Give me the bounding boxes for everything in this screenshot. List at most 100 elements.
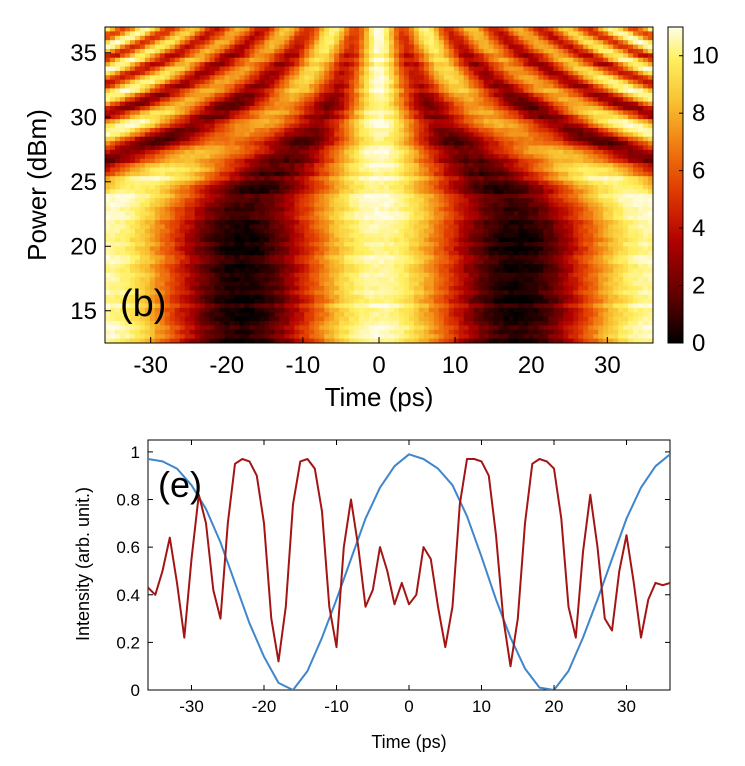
heatmap-cell bbox=[448, 119, 455, 125]
heatmap-cell bbox=[154, 163, 161, 169]
heatmap-cell bbox=[179, 31, 186, 37]
heatmap-cell bbox=[234, 145, 241, 151]
heatmap-cell bbox=[199, 84, 206, 90]
heatmap-cell bbox=[568, 167, 574, 173]
heatmap-cell bbox=[269, 176, 275, 182]
heatmap-cell bbox=[219, 127, 226, 133]
heatmap-cell bbox=[383, 53, 390, 59]
heatmap-cell bbox=[423, 167, 430, 173]
heatmap-cell bbox=[224, 44, 231, 50]
heatmap-cell bbox=[229, 66, 236, 72]
heatmap-cell bbox=[349, 145, 355, 151]
heatmap-cell bbox=[628, 189, 634, 195]
heatmap-cell bbox=[553, 27, 559, 32]
heatmap-cell bbox=[473, 158, 480, 164]
heatmap-cell bbox=[174, 110, 181, 116]
heatmap-cell bbox=[219, 198, 226, 204]
heatmap-cell bbox=[204, 106, 211, 111]
heatmap-cell bbox=[349, 40, 355, 46]
heatmap-cell bbox=[359, 70, 365, 76]
heatmap-cell bbox=[144, 53, 151, 59]
heatmap-cell bbox=[523, 189, 530, 195]
heatmap-cell bbox=[254, 206, 261, 212]
heatmap-cell bbox=[199, 193, 206, 199]
heatmap-cell bbox=[164, 206, 171, 212]
heatmap-cell bbox=[269, 97, 275, 103]
heatmap-cell bbox=[563, 202, 569, 208]
heatmap-cell bbox=[244, 101, 251, 107]
heatmap-cell bbox=[638, 202, 644, 208]
heatmap-cell bbox=[518, 141, 525, 147]
heatmap-cell bbox=[553, 106, 559, 111]
heatmap-cell bbox=[428, 88, 435, 94]
heatmap-cell bbox=[628, 176, 634, 182]
heatmap-cell bbox=[598, 110, 604, 116]
heatmap-cell bbox=[538, 57, 544, 63]
heatmap-cell bbox=[339, 106, 345, 111]
heatmap-cell bbox=[383, 44, 390, 50]
heatmap-cell bbox=[249, 40, 256, 46]
heatmap-cell bbox=[219, 171, 226, 177]
heatmap-cell bbox=[105, 185, 111, 190]
heatmap-cell bbox=[254, 101, 261, 107]
heatmap-cell bbox=[274, 27, 280, 32]
heatmap-cell bbox=[413, 44, 420, 50]
heatmap-cell bbox=[388, 132, 395, 138]
heatmap-cell bbox=[105, 70, 111, 76]
heatmap-cell bbox=[149, 167, 156, 173]
heatmap-cell bbox=[299, 57, 305, 63]
heatmap-cell bbox=[618, 110, 624, 116]
heatmap-cell bbox=[379, 114, 385, 120]
heatmap-cell bbox=[194, 62, 201, 68]
heatmap-cell bbox=[558, 62, 564, 68]
heatmap-cell bbox=[488, 180, 495, 186]
heatmap-cell bbox=[184, 127, 191, 133]
heatmap-cell bbox=[608, 141, 614, 147]
heatmap-cell bbox=[359, 106, 365, 111]
heatmap-cell bbox=[548, 185, 554, 190]
heatmap-cell bbox=[538, 206, 544, 212]
heatmap-cell bbox=[344, 27, 350, 32]
heatmap-cell bbox=[443, 171, 450, 177]
heatmap-cell bbox=[628, 70, 634, 76]
heatmap-cell bbox=[613, 88, 619, 94]
heatmap-cell bbox=[423, 75, 430, 81]
heatmap-cell bbox=[354, 176, 360, 182]
heatmap-cell bbox=[304, 189, 310, 195]
heatmap-cell bbox=[433, 101, 440, 107]
heatmap-cell bbox=[408, 106, 415, 111]
heatmap-cell bbox=[388, 114, 395, 120]
heatmap-cell bbox=[488, 171, 495, 177]
heatmap-cell bbox=[369, 149, 375, 155]
heatmap-cell bbox=[643, 167, 649, 173]
heatmap-cell bbox=[314, 189, 320, 195]
heatmap-cell bbox=[179, 149, 186, 155]
heatmap-cell bbox=[379, 206, 385, 212]
heatmap-cell bbox=[174, 84, 181, 90]
heatmap-cell bbox=[453, 167, 460, 173]
heatmap-cell bbox=[393, 66, 400, 72]
heatmap-cell bbox=[374, 127, 380, 133]
heatmap-cell bbox=[493, 136, 500, 142]
heatmap-cell bbox=[428, 141, 435, 147]
heatmap-cell bbox=[568, 123, 574, 129]
heatmap-cell bbox=[563, 110, 569, 116]
heatmap-cell bbox=[359, 132, 365, 138]
heatmap-cell bbox=[618, 114, 624, 120]
heatmap-cell bbox=[184, 48, 191, 54]
heatmap-cell bbox=[438, 57, 445, 63]
heatmap-cell bbox=[189, 167, 196, 173]
heatmap-cell bbox=[269, 171, 275, 177]
heatmap-cell bbox=[329, 158, 335, 164]
heatmap-cell bbox=[309, 53, 315, 59]
heatmap-cell bbox=[603, 35, 609, 41]
heatmap-cell bbox=[339, 62, 345, 68]
heatmap-cell bbox=[588, 27, 594, 32]
heatmap-cell bbox=[134, 141, 141, 147]
heatmap-cell bbox=[129, 180, 136, 186]
heatmap-cell bbox=[543, 176, 549, 182]
heatmap-cell bbox=[304, 206, 310, 212]
heatmap-cell bbox=[284, 163, 290, 169]
heatmap-cell bbox=[244, 167, 251, 173]
heatmap-cell bbox=[189, 193, 196, 199]
